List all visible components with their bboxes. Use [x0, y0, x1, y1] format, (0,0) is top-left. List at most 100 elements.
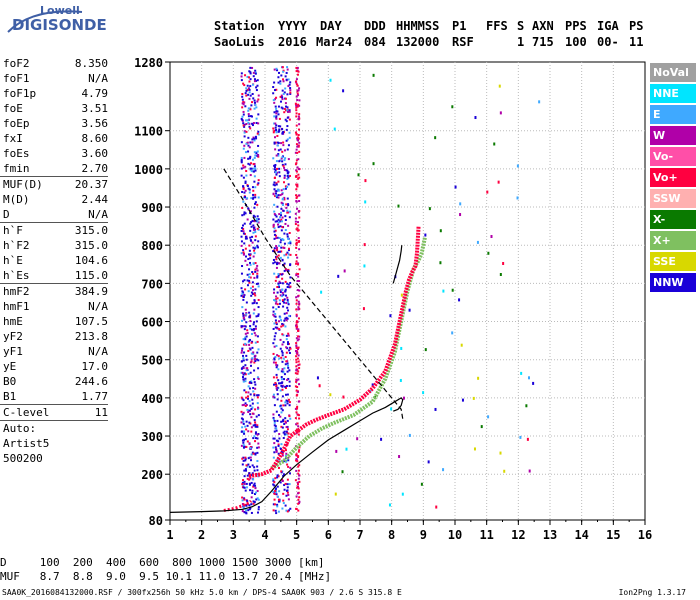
- echo-point: [256, 246, 259, 249]
- echo-point: [280, 201, 283, 204]
- echo-point: [275, 512, 278, 515]
- echo-point: [285, 494, 288, 497]
- echo-point: [280, 250, 283, 253]
- echo-point: [252, 170, 255, 173]
- echo-point: [295, 104, 298, 107]
- echo-point: [282, 404, 285, 407]
- echo-point: [240, 396, 243, 399]
- echo-point: [254, 69, 257, 72]
- echo-point: [295, 423, 298, 426]
- echo-point: [281, 98, 284, 101]
- echo-point: [257, 306, 260, 309]
- echo-point: [251, 340, 254, 343]
- echo-point: [284, 280, 287, 283]
- echo-point: [286, 185, 289, 188]
- echo-point: [281, 420, 284, 423]
- echo-point: [244, 332, 247, 335]
- echo-point: [244, 456, 247, 459]
- echo-point: [286, 317, 289, 320]
- echo-point: [273, 491, 276, 494]
- echo-point: [296, 339, 299, 342]
- echo-point: [286, 93, 289, 96]
- echo-point: [241, 367, 244, 370]
- echo-point: [255, 106, 258, 109]
- echo-point: [254, 431, 257, 434]
- echo-point: [295, 243, 298, 246]
- echo-point: [253, 175, 256, 178]
- echo-point: [297, 487, 300, 490]
- echo-point: [298, 176, 301, 179]
- sparse-echo: [329, 393, 332, 397]
- echo-point: [278, 220, 281, 223]
- echo-point: [288, 136, 291, 139]
- echo-point: [296, 481, 299, 484]
- echo-point: [298, 464, 301, 467]
- echo-point: [245, 369, 248, 372]
- echo-point: [297, 224, 300, 227]
- echo-point: [280, 325, 283, 328]
- echo-point: [282, 341, 285, 344]
- param-row: M(D) 2.44: [0, 192, 112, 207]
- hdr-value-ps: 11: [629, 35, 644, 49]
- echo-point: [255, 121, 258, 124]
- echo-point: [296, 195, 299, 198]
- echo-point: [242, 232, 245, 235]
- echo-point: [297, 306, 300, 309]
- echo-point: [296, 393, 299, 396]
- hdr-label-pps: PPS: [565, 19, 587, 33]
- param-value: N/A: [88, 345, 108, 358]
- echo-point: [247, 385, 250, 388]
- param-divider: [0, 404, 108, 405]
- param-divider: [0, 222, 108, 223]
- echo-point: [298, 141, 301, 144]
- echo-point: [256, 424, 259, 427]
- echo-point: [279, 404, 282, 407]
- echo-point: [241, 371, 244, 374]
- echo-point: [282, 141, 285, 144]
- echo-point: [276, 144, 279, 147]
- param-value: 384.9: [74, 285, 108, 298]
- echo-point: [248, 347, 251, 350]
- echo-point: [246, 332, 249, 335]
- echo-point: [288, 131, 291, 134]
- echo-point: [274, 220, 277, 223]
- echo-point: [296, 279, 299, 282]
- auto-artist: Artist5: [3, 437, 50, 450]
- sparse-echo: [335, 449, 338, 453]
- echo-point: [247, 391, 250, 394]
- echo-point: [294, 372, 297, 375]
- echo-point: [244, 259, 247, 262]
- echo-point: [284, 185, 287, 188]
- param-value: 11: [94, 406, 108, 419]
- echo-point: [283, 176, 286, 179]
- echo-point: [274, 509, 277, 512]
- echo-point: [245, 335, 248, 338]
- echo-point: [277, 254, 280, 257]
- echo-point: [275, 67, 278, 70]
- echo-point: [257, 313, 260, 316]
- echo-point: [280, 319, 283, 322]
- echo-point: [254, 484, 257, 487]
- echo-point: [247, 349, 250, 352]
- echo-point: [272, 483, 275, 486]
- echo-point: [256, 465, 259, 468]
- echo-point: [257, 94, 260, 97]
- echo-point: [297, 177, 300, 180]
- profile-upper: [392, 245, 403, 284]
- echo-point: [273, 272, 276, 275]
- echo-point: [255, 217, 258, 220]
- echo-point: [252, 163, 255, 166]
- echo-point: [248, 281, 251, 284]
- echo-point: [272, 479, 275, 482]
- logo-lowell: Lowell: [40, 4, 80, 17]
- echo-point: [296, 137, 299, 140]
- echo-point: [241, 483, 244, 486]
- echo-point: [281, 385, 284, 388]
- sparse-echo: [490, 235, 493, 239]
- param-label: h`E: [3, 254, 23, 267]
- echo-point: [249, 66, 252, 69]
- echo-point: [245, 464, 248, 467]
- param-label: foF1p: [3, 87, 37, 100]
- echo-point: [297, 136, 300, 139]
- echo-point: [256, 269, 259, 272]
